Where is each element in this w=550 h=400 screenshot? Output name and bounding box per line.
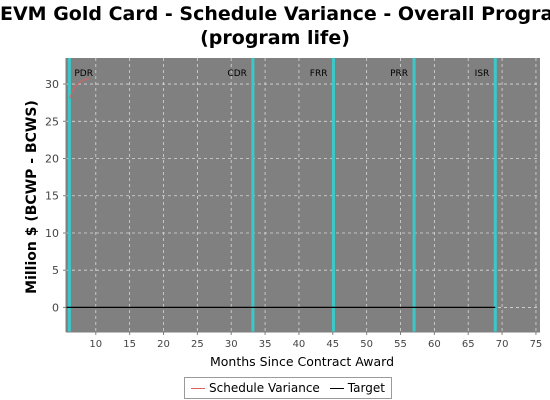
y-tick-label: 10: [45, 227, 59, 240]
x-tick-label: 35: [259, 339, 272, 350]
plot-area: PDR CDR FRR PRR ISR 10 15 20 25 30 35 40 45 50 55 60 65…: [24, 58, 543, 369]
y-tick-label: 0: [52, 301, 59, 314]
y-axis-title: Million $ (BCWP - BCWS): [24, 100, 40, 294]
y-tick-label: 15: [45, 190, 59, 203]
milestone-label-cdr: CDR: [227, 69, 246, 79]
x-tick-label: 25: [191, 339, 204, 350]
milestone-label-pdr: PDR: [74, 69, 93, 79]
x-tick-label: 70: [496, 339, 509, 350]
x-tick-label: 50: [360, 339, 373, 350]
legend-item-target: Target: [329, 381, 385, 395]
milestone-label-prr: PRR: [390, 69, 408, 79]
x-tick-label: 60: [428, 339, 441, 350]
x-tick-label: 20: [157, 339, 170, 350]
legend-label-target: Target: [347, 381, 385, 395]
y-tick-label: 30: [45, 78, 59, 91]
x-tick-label: 55: [394, 339, 407, 350]
x-tick-label: 45: [326, 339, 339, 350]
x-tick-label: 65: [462, 339, 475, 350]
x-tick-label: 40: [293, 339, 306, 350]
legend-swatch-target: [329, 387, 344, 389]
chart-title: EVM Gold Card - Schedule Variance - Over…: [0, 2, 550, 50]
x-tick-label: 10: [89, 339, 102, 350]
legend-label-schedule-variance: Schedule Variance: [209, 381, 320, 395]
x-axis-title: Months Since Contract Award: [210, 354, 394, 369]
series-line-schedule-variance: [68, 77, 90, 100]
milestone-label-isr: ISR: [475, 69, 490, 79]
legend: Schedule Variance Target: [184, 377, 392, 399]
legend-item-schedule-variance: Schedule Variance: [191, 381, 320, 395]
milestone-label-frr: FRR: [310, 69, 328, 79]
y-tick-label: 20: [45, 153, 59, 166]
legend-swatch-schedule-variance: [191, 387, 205, 389]
y-tick-label: 25: [45, 115, 59, 128]
plot-background: [66, 58, 540, 332]
chart-title-line-1: EVM Gold Card - Schedule Variance - Over…: [0, 3, 550, 25]
y-tick-label: 5: [52, 264, 59, 277]
x-tick-label: 75: [530, 339, 543, 350]
x-tick-label: 30: [225, 339, 238, 350]
chart-title-line-2: (program life): [200, 27, 350, 49]
x-tick-label: 15: [123, 339, 136, 350]
